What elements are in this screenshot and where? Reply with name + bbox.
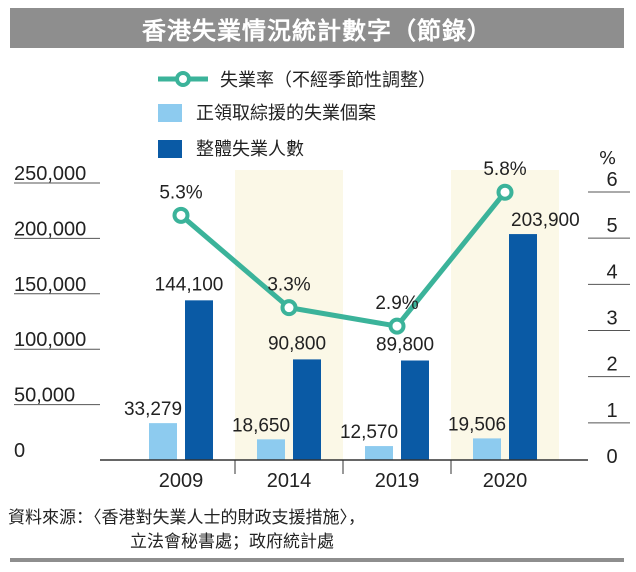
x-tick-label: 2014 [267,470,312,492]
bar-label-total-unemployed: 203,900 [511,210,580,231]
right-tick-label: 6 [606,169,617,191]
unemployment-rate-label: 2.9% [375,293,418,314]
unemployment-rate-point [172,206,190,224]
shade-band [451,170,559,460]
unemployment-rate-label: 5.3% [159,182,202,203]
source-line-1: 資料來源：〈香港對失業人士的財政支援措施〉， [8,508,365,528]
legend-label-unemployment-rate: 失業率（不經季節性調整） [220,70,436,91]
legend-label-total-unemployed: 整體失業人數 [196,139,304,160]
x-tick-label: 2020 [483,470,528,492]
left-tick-label: 250,000 [14,163,86,185]
right-axis-unit: % [599,148,616,169]
bottom-rule [10,558,624,562]
legend-swatch-dark [158,140,182,158]
chart-title: 香港失業情況統計數字（節錄） [142,16,492,45]
source-note: 資料來源：〈香港對失業人士的財政支援措施〉， 立法會秘書處；政府統計處 [8,506,365,554]
unemployment-rate-point [496,183,514,201]
chart: 失業率（不經季節性調整） 正領取綜援的失業個案 整體失業人數 % 0 50,000… [14,70,630,492]
bar-cssa-cases [473,438,501,460]
unemployment-rate-point [388,317,406,335]
legend-line-marker [175,71,191,87]
bar-label-cssa-cases: 18,650 [232,415,290,436]
legend-swatch-light [158,104,182,122]
bar-label-cssa-cases: 19,506 [448,414,506,435]
right-tick-label: 2 [606,354,617,376]
x-axis: 2009 2014 2019 2020 [100,459,588,492]
left-tick-label: 50,000 [14,385,75,407]
bar-total-unemployed [509,234,537,460]
bar-cssa-cases [149,423,177,460]
legend: 失業率（不經季節性調整） 正領取綜援的失業個案 整體失業人數 [158,70,436,160]
bar-total-unemployed [401,360,429,460]
unemployment-rate-point [280,299,298,317]
bar-total-unemployed [293,359,321,460]
title-bar: 香港失業情況統計數字（節錄） [10,8,624,48]
x-tick-label: 2009 [159,470,204,492]
bar-label-total-unemployed: 90,800 [268,333,326,354]
bar-label-cssa-cases: 33,279 [124,399,182,420]
unemployment-rate-label: 3.3% [267,275,310,296]
x-tick-label: 2019 [375,470,420,492]
legend-label-cssa-cases: 正領取綜援的失業個案 [196,103,376,124]
left-tick-label: 200,000 [14,218,86,240]
unemployment-rate-label: 5.8% [483,159,526,180]
bar-total-unemployed [185,300,213,460]
source-line-2: 立法會秘書處；政府統計處 [130,532,334,552]
bars [149,234,537,460]
left-tick-label: 150,000 [14,274,86,296]
bar-cssa-cases [257,439,285,460]
right-tick-label: 1 [606,400,617,422]
right-tick-label: 3 [606,308,617,330]
line-series: 5.3% 3.3% 2.9% 5.8% [159,159,527,335]
right-tick-label: 0 [606,446,617,468]
unemployment-rate-line [179,190,507,329]
bar-label-total-unemployed: 144,100 [155,274,224,295]
left-axis: 0 50,000 100,000 150,000 200,000 250,000 [14,163,100,462]
right-axis: 0 1 2 3 4 5 6 [588,169,630,468]
right-tick-label: 4 [606,261,617,283]
bar-label-cssa-cases: 12,570 [340,422,398,443]
left-tick-label: 0 [14,440,25,462]
right-tick-label: 5 [606,215,617,237]
bar-cssa-cases [365,446,393,460]
bar-label-total-unemployed: 89,800 [376,335,434,356]
left-tick-label: 100,000 [14,329,86,351]
bar-labels: 33,279 144,100 18,650 90,800 12,570 89,800 19,… [124,210,580,443]
